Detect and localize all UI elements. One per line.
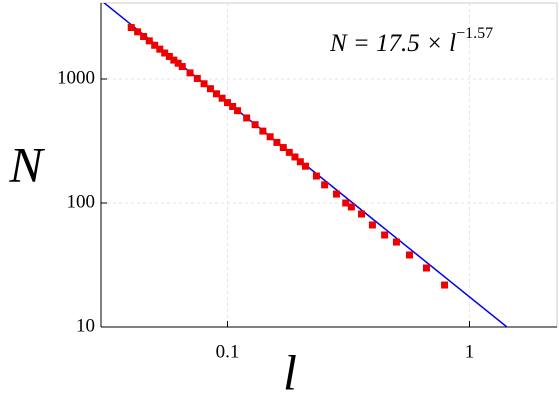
x-tick-label: 1 — [465, 341, 475, 362]
y-tick-label: 1000 — [57, 67, 95, 88]
point — [206, 85, 214, 93]
point — [405, 251, 413, 259]
y-axis-label: N — [8, 136, 45, 192]
point — [229, 102, 237, 110]
point — [347, 203, 355, 211]
point — [140, 33, 148, 41]
point — [234, 107, 242, 115]
point — [332, 190, 340, 198]
point — [151, 41, 159, 49]
point — [358, 210, 366, 218]
point — [218, 94, 226, 102]
point — [321, 181, 329, 189]
point — [134, 28, 142, 36]
point — [392, 238, 400, 246]
point — [212, 90, 220, 98]
point — [273, 138, 281, 146]
point — [156, 45, 164, 53]
point — [200, 80, 208, 88]
point — [251, 121, 259, 129]
point — [178, 63, 186, 71]
point — [422, 264, 430, 272]
point — [259, 127, 267, 135]
point — [224, 99, 232, 107]
point — [161, 49, 169, 57]
point — [193, 74, 201, 82]
point — [243, 114, 251, 122]
point — [145, 37, 153, 45]
point — [165, 52, 173, 60]
y-tick-label: 100 — [67, 191, 96, 212]
point — [301, 162, 309, 170]
point — [296, 158, 304, 166]
point — [441, 281, 449, 289]
plot-frame — [100, 2, 558, 328]
point — [342, 199, 350, 207]
point — [170, 56, 178, 64]
point — [186, 69, 194, 77]
point — [174, 59, 182, 67]
fit-label-exponent: −1.57 — [456, 25, 493, 42]
fit-label: N = 17.5 × l−1.57 — [329, 25, 493, 57]
x-tick-label: 0.1 — [216, 341, 240, 362]
point — [285, 148, 293, 156]
point — [266, 133, 274, 141]
point — [381, 231, 389, 239]
fit-label-main: N = 17.5 × l — [329, 30, 456, 57]
point — [312, 172, 320, 180]
point — [368, 221, 376, 229]
y-tick-label: 10 — [76, 315, 95, 336]
point — [279, 144, 287, 152]
point — [127, 24, 135, 32]
point — [291, 153, 299, 161]
x-axis-label: l — [283, 344, 297, 400]
